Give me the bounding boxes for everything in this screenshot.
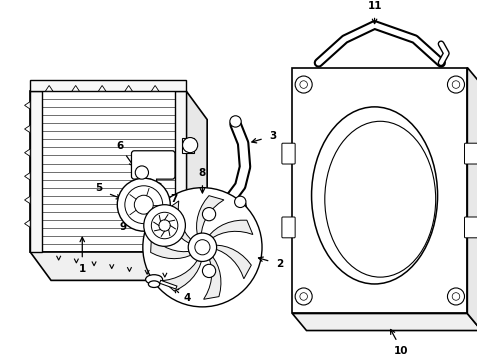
Polygon shape: [24, 102, 30, 109]
Circle shape: [295, 76, 312, 93]
Circle shape: [183, 138, 197, 153]
Polygon shape: [24, 220, 30, 228]
Circle shape: [447, 288, 465, 305]
Polygon shape: [30, 80, 186, 91]
FancyBboxPatch shape: [465, 217, 478, 238]
Circle shape: [144, 205, 185, 246]
Circle shape: [452, 293, 460, 300]
Text: 4: 4: [184, 293, 191, 303]
Circle shape: [125, 186, 163, 224]
Polygon shape: [467, 68, 482, 330]
Polygon shape: [204, 257, 221, 299]
Circle shape: [300, 81, 307, 88]
Polygon shape: [24, 149, 30, 157]
Circle shape: [202, 207, 216, 221]
Text: 7: 7: [171, 194, 178, 204]
Polygon shape: [196, 195, 224, 234]
Polygon shape: [182, 139, 194, 153]
Text: 11: 11: [368, 1, 382, 11]
Polygon shape: [24, 125, 30, 133]
FancyBboxPatch shape: [465, 143, 478, 164]
Circle shape: [159, 220, 170, 231]
Polygon shape: [175, 91, 186, 252]
Circle shape: [135, 166, 148, 179]
Polygon shape: [125, 85, 132, 91]
Text: 3: 3: [270, 131, 277, 141]
Text: 1: 1: [79, 264, 86, 274]
Text: 9: 9: [120, 222, 126, 233]
Circle shape: [447, 76, 465, 93]
Circle shape: [230, 116, 241, 127]
Circle shape: [202, 264, 216, 278]
Polygon shape: [30, 91, 42, 252]
FancyBboxPatch shape: [282, 143, 295, 164]
Polygon shape: [72, 85, 79, 91]
Polygon shape: [293, 314, 482, 330]
Polygon shape: [46, 85, 53, 91]
FancyBboxPatch shape: [282, 217, 295, 238]
Polygon shape: [24, 196, 30, 204]
Polygon shape: [150, 237, 191, 259]
Circle shape: [134, 195, 153, 214]
Text: 2: 2: [276, 259, 284, 269]
Circle shape: [295, 288, 312, 305]
Text: 8: 8: [199, 168, 206, 179]
Polygon shape: [24, 172, 30, 180]
Polygon shape: [293, 68, 467, 314]
Polygon shape: [186, 91, 207, 280]
Circle shape: [151, 212, 178, 239]
Polygon shape: [30, 91, 186, 252]
Text: 6: 6: [117, 141, 124, 151]
Circle shape: [300, 293, 307, 300]
Circle shape: [117, 178, 170, 231]
Polygon shape: [210, 220, 253, 238]
Text: 5: 5: [96, 183, 103, 193]
FancyBboxPatch shape: [131, 151, 175, 179]
Polygon shape: [217, 245, 251, 279]
Circle shape: [452, 81, 460, 88]
Circle shape: [143, 188, 262, 307]
Circle shape: [188, 233, 217, 261]
Polygon shape: [98, 85, 106, 91]
Polygon shape: [30, 252, 207, 280]
Ellipse shape: [325, 121, 436, 277]
Circle shape: [235, 196, 246, 207]
Text: 10: 10: [393, 346, 408, 356]
Circle shape: [195, 240, 210, 255]
Polygon shape: [151, 85, 159, 91]
Polygon shape: [163, 261, 201, 291]
Ellipse shape: [312, 107, 438, 284]
Polygon shape: [166, 201, 191, 243]
Ellipse shape: [146, 275, 163, 284]
Ellipse shape: [148, 281, 160, 288]
